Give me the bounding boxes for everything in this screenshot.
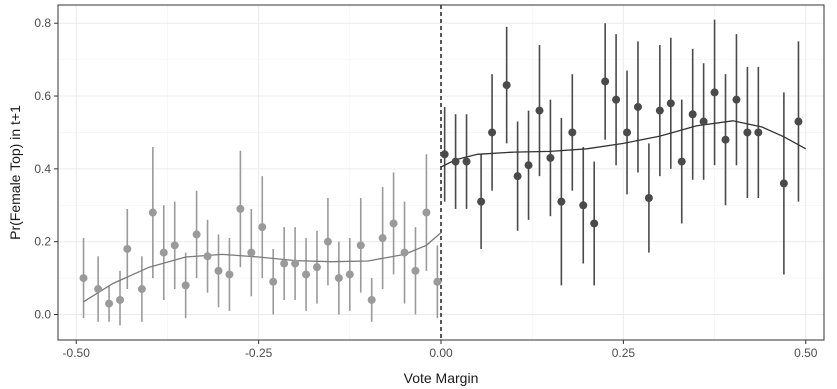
right-data-point — [488, 128, 497, 137]
right-data-point — [633, 102, 642, 111]
left-data-point — [367, 295, 376, 304]
left-data-point — [105, 299, 114, 308]
left-data-point — [422, 208, 431, 217]
left-data-point — [123, 244, 132, 253]
right-data-point — [655, 106, 664, 115]
right-data-point — [688, 110, 697, 119]
left-data-point — [258, 223, 267, 232]
right-data-point — [462, 157, 471, 166]
right-data-point — [754, 128, 763, 137]
right-data-point — [623, 128, 632, 137]
x-tick-label: 0.25 — [612, 346, 636, 360]
data-points — [79, 77, 803, 308]
x-tick-label: 0.00 — [429, 346, 453, 360]
x-tick-label: 0.50 — [794, 346, 818, 360]
left-data-point — [137, 285, 146, 294]
x-axis-title: Vote Margin — [404, 370, 479, 386]
x-tick-label: -0.25 — [245, 346, 273, 360]
left-data-point — [400, 248, 409, 257]
ticks: -0.50 -0.25 0.00 0.25 0.50 0.0 0.2 0.4 0.6 0.8 — [34, 16, 817, 360]
left-data-point — [411, 266, 420, 275]
right-data-point — [794, 117, 803, 126]
right-data-point — [590, 219, 599, 228]
left-data-point — [116, 295, 125, 304]
left-data-point — [225, 270, 234, 279]
left-data-point — [280, 259, 289, 268]
right-data-point — [677, 157, 686, 166]
right-data-point — [743, 128, 752, 137]
right-data-point — [732, 95, 741, 104]
left-data-point — [334, 274, 343, 283]
left-data-point — [433, 277, 442, 286]
left-data-point — [323, 237, 332, 246]
left-data-point — [181, 281, 190, 290]
right-data-point — [557, 197, 566, 206]
right-data-point — [568, 128, 577, 137]
right-data-point — [451, 157, 460, 166]
left-data-point — [94, 285, 103, 294]
left-data-point — [345, 270, 354, 279]
left-data-point — [291, 259, 300, 268]
y-tick-label: 0.8 — [34, 16, 51, 30]
right-data-point — [477, 197, 486, 206]
right-data-point — [644, 193, 653, 202]
left-data-point — [159, 248, 168, 257]
y-axis-title: Pr(Female Top) in t+1 — [7, 105, 23, 240]
right-data-point — [710, 88, 719, 97]
left-data-point — [302, 270, 311, 279]
right-data-point — [440, 150, 449, 159]
left-data-point — [203, 252, 212, 261]
right-data-point — [612, 95, 621, 104]
x-tick-label: -0.50 — [63, 346, 91, 360]
right-data-point — [601, 77, 610, 86]
right-data-point — [535, 106, 544, 115]
left-data-point — [79, 274, 88, 283]
right-data-point — [666, 99, 675, 108]
left-data-point — [247, 248, 256, 257]
right-fit-line — [440, 120, 807, 168]
y-tick-label: 0.4 — [34, 162, 51, 176]
right-data-point — [579, 201, 588, 210]
right-data-point — [502, 81, 511, 90]
right-data-point — [779, 179, 788, 188]
left-data-point — [378, 234, 387, 243]
right-data-point — [699, 117, 708, 126]
right-data-point — [546, 153, 555, 162]
y-tick-label: 0.0 — [34, 308, 51, 322]
right-data-point — [513, 172, 522, 181]
left-data-point — [170, 241, 179, 250]
left-data-point — [214, 266, 223, 275]
right-data-point — [524, 161, 533, 170]
y-tick-label: 0.6 — [34, 89, 51, 103]
left-data-point — [389, 219, 398, 228]
left-data-point — [356, 241, 365, 250]
left-data-point — [192, 230, 201, 239]
y-tick-label: 0.2 — [34, 235, 51, 249]
right-data-point — [721, 135, 730, 144]
left-data-point — [148, 208, 157, 217]
left-data-point — [236, 204, 245, 213]
left-data-point — [312, 263, 321, 272]
left-data-point — [269, 277, 278, 286]
